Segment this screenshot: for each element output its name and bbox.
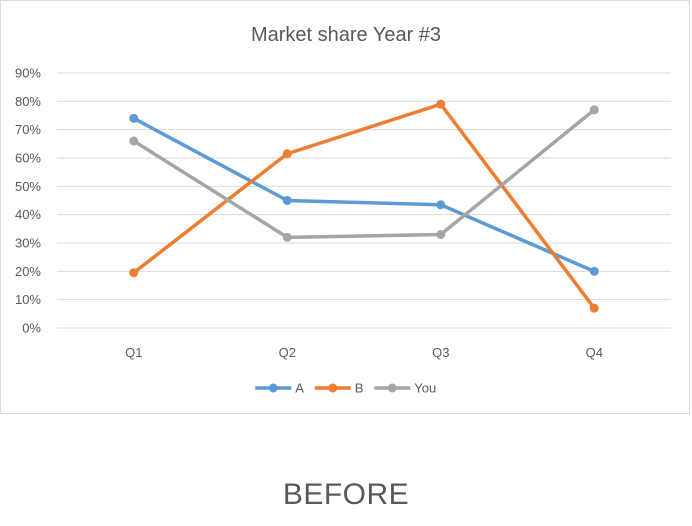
data-point: [589, 266, 599, 276]
y-tick-label: 50%: [15, 179, 41, 194]
legend-marker: [387, 383, 397, 393]
chart-title: Market share Year #3: [251, 24, 441, 46]
y-tick-label: 60%: [15, 151, 41, 166]
y-tick-label: 90%: [15, 66, 41, 81]
series-a: [129, 113, 599, 276]
chart-frame: Market share Year #3 0% 10% 20% 30% 40% 50% 60…: [0, 0, 690, 414]
y-tick-label: 70%: [15, 122, 41, 137]
y-tick-label: 10%: [15, 292, 41, 307]
series-lines: [129, 99, 599, 313]
caption-label: BEFORE: [282, 478, 410, 511]
x-tick-label: Q4: [586, 345, 603, 360]
series-you: [129, 105, 599, 242]
legend-label: A: [295, 381, 304, 396]
y-tick-label: 20%: [15, 264, 41, 279]
data-point: [282, 196, 292, 205]
legend-item: You: [374, 381, 436, 396]
series-line: [132, 102, 596, 310]
series-line: [132, 116, 596, 274]
data-point: [129, 268, 139, 278]
x-tick-label: Q3: [432, 345, 449, 360]
data-point: [282, 232, 292, 242]
data-point: [129, 136, 139, 146]
legend-marker: [268, 383, 278, 393]
legend: A B You: [255, 381, 436, 396]
y-tick-label: 40%: [15, 207, 41, 222]
data-point: [589, 105, 599, 115]
y-tick-label: 80%: [15, 94, 41, 109]
line-chart: Market share Year #3 0% 10% 20% 30% 40% 50% 60…: [15, 24, 671, 396]
y-tick-label: 0%: [22, 321, 41, 336]
data-point: [436, 99, 446, 109]
legend-item: A: [255, 381, 304, 396]
data-point: [129, 113, 139, 123]
legend-label: You: [414, 381, 436, 396]
data-point: [436, 200, 446, 210]
legend-label: B: [355, 381, 364, 396]
legend-item: B: [314, 381, 364, 396]
data-point: [282, 149, 292, 159]
x-tick-label: Q2: [279, 345, 296, 360]
axis-labels: 0% 10% 20% 30% 40% 50% 60% 70% 80% 90% Q1 Q2 Q3 Q4: [15, 66, 603, 361]
data-point: [436, 230, 446, 239]
series-line: [132, 108, 596, 240]
y-tick-label: 30%: [15, 236, 41, 251]
legend-marker: [328, 383, 338, 393]
series-b: [129, 99, 599, 313]
data-point: [589, 303, 599, 313]
x-tick-label: Q1: [125, 345, 142, 360]
